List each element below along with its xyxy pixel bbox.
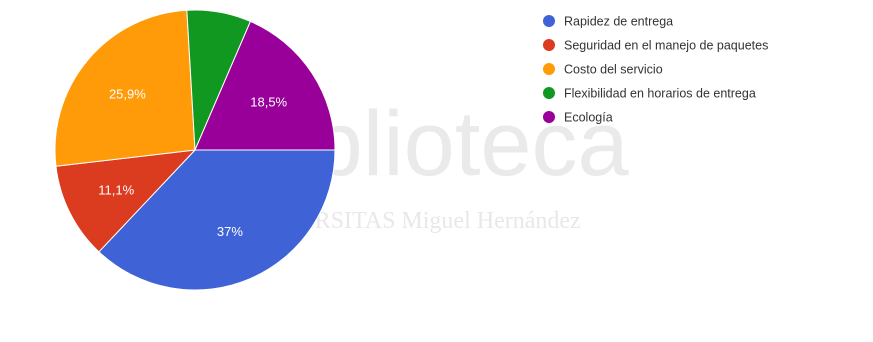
pie-slice — [194, 20, 336, 151]
legend-label: Costo del servicio — [564, 63, 663, 77]
pie-slice-label: 11,1% — [98, 183, 134, 198]
pie-slice-labels: 37% 11,1% 25,9% 18,5% — [98, 86, 287, 239]
legend-item: Costo del servicio — [543, 63, 663, 77]
legend-item: Seguridad en el manejo de paquetes — [543, 39, 768, 53]
pie-slice — [55, 149, 197, 253]
legend-label: Ecología — [564, 111, 613, 125]
pie-slice — [54, 9, 196, 167]
legend-marker — [543, 15, 555, 27]
legend-item: Flexibilidad en horarios de entrega — [543, 87, 756, 101]
legend-item: Ecología — [543, 111, 613, 125]
legend: Rapidez de entrega Seguridad en el manejo… — [543, 15, 768, 125]
pie-slice-label: 37% — [217, 224, 243, 239]
legend-label: Rapidez de entrega — [564, 15, 673, 29]
legend-marker — [543, 63, 555, 75]
legend-item: Rapidez de entrega — [543, 15, 673, 29]
pie-slice — [98, 149, 336, 291]
legend-marker — [543, 87, 555, 99]
legend-marker — [543, 39, 555, 51]
pie-slices — [54, 9, 336, 291]
pie-slice-label: 25,9% — [109, 86, 146, 101]
pie-slice-label: 18,5% — [250, 95, 287, 110]
legend-label: Seguridad en el manejo de paquetes — [564, 39, 768, 53]
legend-marker — [543, 111, 555, 123]
legend-label: Flexibilidad en horarios de entrega — [564, 87, 756, 101]
